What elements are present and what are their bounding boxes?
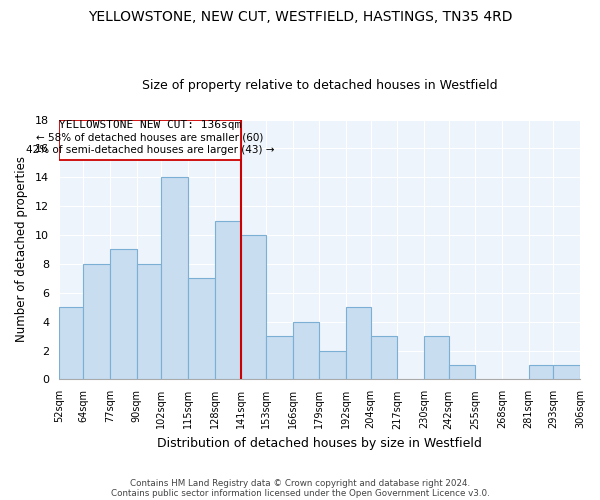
Bar bbox=[371, 336, 397, 380]
Bar bbox=[161, 178, 188, 380]
Bar bbox=[137, 264, 161, 380]
Bar bbox=[424, 336, 449, 380]
Bar bbox=[449, 365, 475, 380]
FancyBboxPatch shape bbox=[59, 120, 241, 160]
Text: YELLOWSTONE NEW CUT: 136sqm: YELLOWSTONE NEW CUT: 136sqm bbox=[59, 120, 241, 130]
Text: Contains public sector information licensed under the Open Government Licence v3: Contains public sector information licen… bbox=[110, 488, 490, 498]
Bar bbox=[266, 336, 293, 380]
Text: ← 58% of detached houses are smaller (60): ← 58% of detached houses are smaller (60… bbox=[37, 132, 264, 142]
Bar bbox=[83, 264, 110, 380]
Bar bbox=[110, 250, 137, 380]
Bar bbox=[241, 235, 266, 380]
X-axis label: Distribution of detached houses by size in Westfield: Distribution of detached houses by size … bbox=[157, 437, 482, 450]
Text: YELLOWSTONE, NEW CUT, WESTFIELD, HASTINGS, TN35 4RD: YELLOWSTONE, NEW CUT, WESTFIELD, HASTING… bbox=[88, 10, 512, 24]
Y-axis label: Number of detached properties: Number of detached properties bbox=[15, 156, 28, 342]
Bar bbox=[553, 365, 580, 380]
Bar bbox=[293, 322, 319, 380]
Bar bbox=[346, 308, 371, 380]
Bar bbox=[215, 220, 241, 380]
Text: Contains HM Land Registry data © Crown copyright and database right 2024.: Contains HM Land Registry data © Crown c… bbox=[130, 478, 470, 488]
Bar bbox=[319, 350, 346, 380]
Bar bbox=[59, 308, 83, 380]
Title: Size of property relative to detached houses in Westfield: Size of property relative to detached ho… bbox=[142, 79, 497, 92]
Bar bbox=[529, 365, 553, 380]
Text: 42% of semi-detached houses are larger (43) →: 42% of semi-detached houses are larger (… bbox=[26, 145, 274, 155]
Bar bbox=[188, 278, 215, 380]
